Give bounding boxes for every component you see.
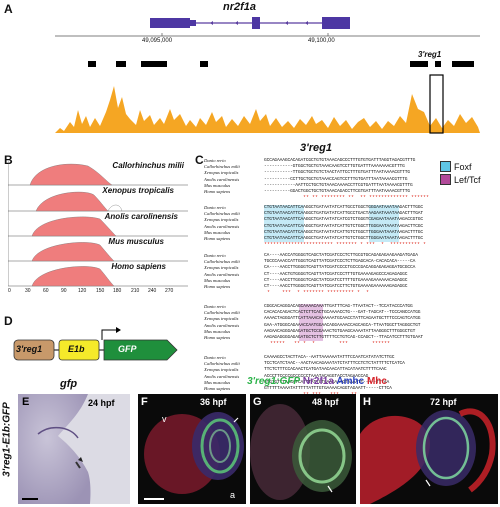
construct-block-e1b bbox=[58, 339, 100, 361]
construct-label: 3'reg1 bbox=[16, 344, 43, 354]
construct-block-gfp bbox=[103, 339, 178, 361]
construct-diagram bbox=[13, 327, 178, 361]
coord-left: 49,095,000 bbox=[142, 38, 173, 44]
tick-label: 150 bbox=[96, 288, 105, 294]
construct-label: E1b bbox=[68, 344, 85, 354]
construct-block-3reg1 bbox=[13, 339, 55, 361]
panel-e-image: 24 hpf E bbox=[18, 394, 130, 504]
stage-label: 24 hpf bbox=[88, 398, 115, 408]
species-label: Xenopus tropicalis bbox=[102, 186, 174, 195]
cons-row bbox=[8, 242, 188, 262]
panel-letter-g: G bbox=[253, 396, 262, 408]
tick-label: 90 bbox=[61, 288, 67, 294]
tick-label: 120 bbox=[78, 288, 87, 294]
panel-g-image: G 48 hpf bbox=[250, 394, 356, 504]
tick-label: 30 bbox=[25, 288, 31, 294]
panel-letter-e: E bbox=[22, 396, 30, 408]
x-axis-ticks: 0 30 60 90 120 150 180 210 240 270 bbox=[8, 288, 188, 296]
conservation-stars: *********************** ******* * *** * … bbox=[264, 242, 427, 249]
tick-label: 240 bbox=[148, 288, 157, 294]
conservation-stars: ***** ** * * *** ****** bbox=[264, 341, 391, 348]
channel-mhc: Mhc bbox=[366, 376, 387, 387]
gene-exon bbox=[150, 18, 190, 28]
foxf-site-highlight bbox=[264, 205, 304, 242]
panel-letter-b: B bbox=[4, 153, 13, 167]
tick-label: 60 bbox=[43, 288, 49, 294]
panel-h-image: H 72 hpf bbox=[360, 394, 498, 504]
construct-label: GFP bbox=[118, 344, 137, 354]
cons-row bbox=[8, 163, 188, 186]
species-label: Anolis carolinensis bbox=[104, 212, 178, 221]
conservation-stars: ** ** ******** ** ** ************* *****… bbox=[264, 195, 430, 202]
conservation-profile bbox=[55, 86, 480, 133]
panel-letter-d: D bbox=[4, 314, 13, 328]
coord-right: 49,100,00 bbox=[308, 38, 335, 44]
species-label: Mus musculus bbox=[108, 237, 164, 246]
conserved-block bbox=[452, 61, 474, 67]
channel-gfp: 3'reg1:GFP bbox=[247, 376, 301, 387]
legend-label: Lef/Tcf bbox=[454, 174, 481, 185]
stage-label: 48 hpf bbox=[312, 397, 339, 407]
stage-label: 72 hpf bbox=[430, 397, 457, 407]
cons-row bbox=[8, 266, 188, 287]
legend-item: Foxf bbox=[440, 160, 481, 173]
panel-letter-c: C bbox=[195, 153, 204, 167]
gene-exon bbox=[252, 17, 260, 29]
conserved-block bbox=[200, 61, 208, 67]
gene-label: nr2f1a bbox=[223, 1, 257, 13]
conserved-block bbox=[141, 61, 167, 67]
atrium-label: a bbox=[230, 490, 236, 500]
legend-swatch-leftcf bbox=[440, 174, 451, 185]
ventricle-label: v bbox=[162, 414, 167, 424]
species-label: Homo sapiens bbox=[111, 262, 166, 271]
genome-track bbox=[55, 17, 480, 134]
legend-swatch-foxf bbox=[440, 161, 451, 172]
tick-label: 270 bbox=[165, 288, 174, 294]
cons-row bbox=[8, 191, 188, 212]
alignment-block: Danio rerio CTGTAATAACATTCAAGGCTGATAATATC… bbox=[204, 205, 436, 248]
panel-letter-h: H bbox=[363, 396, 371, 408]
legend-item: Lef/Tcf bbox=[440, 173, 481, 186]
conserved-block bbox=[435, 61, 441, 67]
alignment-title: 3'reg1 bbox=[300, 142, 332, 154]
conserved-block bbox=[410, 61, 428, 67]
conservation-stars: * *** * ******* ********* * * bbox=[264, 290, 373, 297]
tick-label: 0 bbox=[8, 288, 11, 294]
panel-letter-a: A bbox=[4, 2, 13, 16]
legend: Foxf Lef/Tcf bbox=[440, 160, 481, 186]
highlight-box bbox=[429, 74, 444, 134]
element-label: 3'reg1 bbox=[418, 50, 442, 59]
alignment-block: Danio rerio GCCAGAAAGCACAGATCGCTGTGTAAACA… bbox=[204, 158, 436, 201]
tick-label: 210 bbox=[131, 288, 140, 294]
side-label: 3'reg1-E1b:GFP bbox=[1, 402, 13, 477]
panel-f-image: F 36 hpf v a bbox=[138, 394, 246, 504]
tick-label: 180 bbox=[113, 288, 122, 294]
conserved-block bbox=[88, 61, 96, 67]
gene-exon bbox=[190, 20, 196, 26]
conservation-panel: Callorhinchus milii Xenopus tropicalis A… bbox=[8, 157, 188, 297]
alignment-block: Danio rerio CGGCACAGGGACAGCAAAACAAATTGATT… bbox=[204, 304, 436, 347]
cons-row bbox=[8, 216, 188, 237]
stage-label: 36 hpf bbox=[200, 397, 227, 407]
leftcf-site-highlight bbox=[299, 304, 323, 341]
legend-label: Foxf bbox=[454, 161, 472, 172]
foxf-site-highlight bbox=[369, 205, 399, 242]
panel-e-title: gfp bbox=[60, 378, 78, 390]
gene-exon bbox=[322, 17, 350, 29]
species-label: Callorhinchus milii bbox=[112, 161, 184, 170]
side-label-box: 3'reg1-E1b:GFP bbox=[0, 376, 14, 507]
conserved-block bbox=[116, 61, 126, 67]
panel-letter-f: F bbox=[141, 396, 148, 408]
alignment-block: Danio rerio CA----AACCATGGGGTCAGCTATCGATC… bbox=[204, 253, 436, 296]
tss-arrow bbox=[101, 329, 116, 340]
channel-nr2f1a: Nr2f1a bbox=[302, 376, 334, 387]
channel-amhc: Amhc bbox=[336, 376, 365, 387]
channel-header: 3'reg1:GFP Nr2f1a Amhc Mhc bbox=[136, 376, 498, 392]
